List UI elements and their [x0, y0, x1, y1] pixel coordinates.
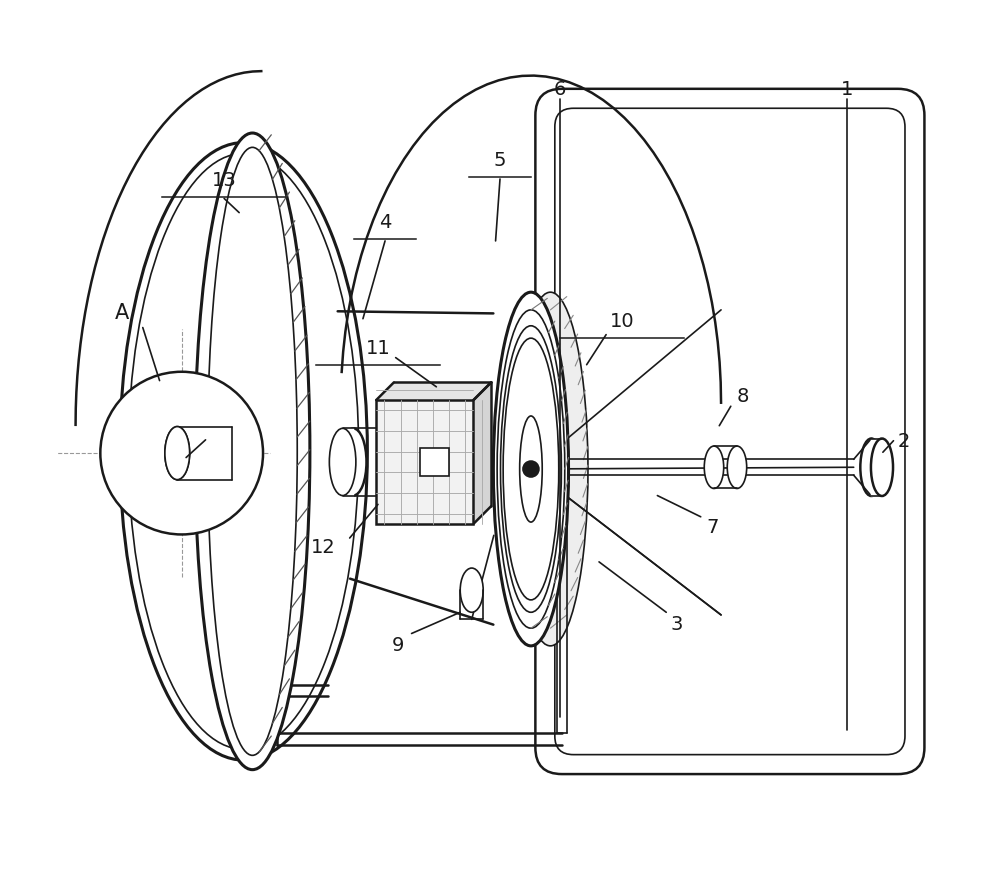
Text: 2: 2: [898, 431, 910, 451]
Bar: [376, 400, 473, 525]
Ellipse shape: [460, 569, 483, 612]
Polygon shape: [343, 429, 353, 496]
Text: 12: 12: [311, 538, 336, 556]
Ellipse shape: [165, 427, 190, 480]
Text: 9: 9: [392, 635, 405, 654]
Ellipse shape: [704, 447, 724, 489]
Bar: [420, 448, 449, 477]
Ellipse shape: [501, 326, 561, 612]
Ellipse shape: [128, 154, 359, 750]
Ellipse shape: [520, 416, 542, 523]
Ellipse shape: [513, 293, 588, 646]
Ellipse shape: [340, 429, 366, 496]
Text: 5: 5: [494, 151, 506, 170]
Ellipse shape: [195, 134, 310, 770]
Ellipse shape: [503, 338, 559, 600]
Text: 3: 3: [671, 615, 683, 633]
Polygon shape: [376, 383, 491, 400]
Ellipse shape: [329, 429, 356, 496]
Polygon shape: [871, 439, 882, 496]
Polygon shape: [473, 383, 491, 525]
Circle shape: [523, 462, 539, 478]
Text: A: A: [115, 302, 130, 323]
Text: 8: 8: [737, 386, 749, 406]
Text: 6: 6: [554, 81, 566, 99]
Text: 4: 4: [379, 213, 391, 231]
Ellipse shape: [493, 293, 569, 646]
Text: 10: 10: [610, 312, 634, 330]
Circle shape: [100, 372, 263, 535]
Text: 7: 7: [706, 517, 718, 536]
Ellipse shape: [165, 427, 190, 480]
Ellipse shape: [727, 447, 747, 489]
Text: 11: 11: [366, 338, 390, 357]
Text: 1: 1: [841, 81, 854, 99]
Text: 13: 13: [212, 170, 236, 190]
Ellipse shape: [871, 439, 893, 496]
Ellipse shape: [120, 144, 367, 760]
Ellipse shape: [497, 310, 565, 628]
Ellipse shape: [208, 148, 297, 756]
Polygon shape: [177, 427, 232, 480]
Ellipse shape: [860, 439, 882, 496]
